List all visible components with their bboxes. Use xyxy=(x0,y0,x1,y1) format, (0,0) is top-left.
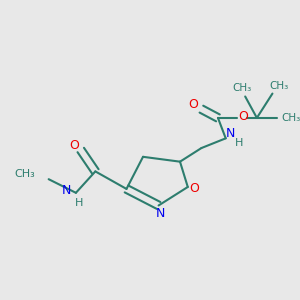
Text: N: N xyxy=(226,127,235,140)
Text: N: N xyxy=(61,184,71,197)
Text: N: N xyxy=(156,207,165,220)
Text: H: H xyxy=(75,197,83,208)
Text: O: O xyxy=(189,98,199,111)
Text: CH₃: CH₃ xyxy=(14,169,35,179)
Text: O: O xyxy=(69,139,79,152)
Text: CH₃: CH₃ xyxy=(270,81,289,91)
Text: CH₃: CH₃ xyxy=(281,113,300,123)
Text: O: O xyxy=(238,110,248,123)
Text: O: O xyxy=(190,182,200,195)
Text: H: H xyxy=(235,138,244,148)
Text: CH₃: CH₃ xyxy=(232,83,252,93)
